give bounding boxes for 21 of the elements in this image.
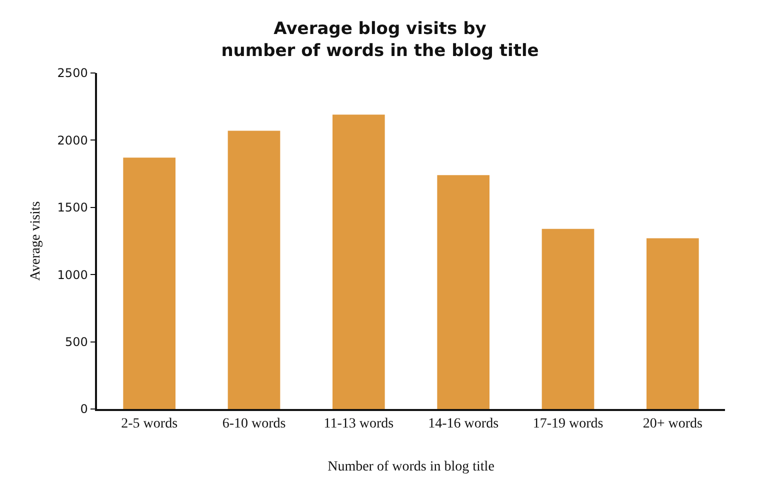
bar [228, 130, 280, 409]
y-tick-label: 1500 [57, 200, 88, 215]
bar [332, 114, 385, 409]
x-tick-label: 20+ words [642, 416, 702, 432]
bar [646, 238, 699, 409]
y-tick-label: 1000 [57, 268, 88, 282]
chart-title: Average blog visits by number of words in the blog title [221, 18, 539, 62]
x-tick-label: 11-13 words [324, 416, 394, 432]
x-tick-label: 6-10 words [222, 416, 286, 432]
y-axis-title: Average visits [28, 201, 44, 281]
y-tick-label: 2500 [57, 66, 88, 80]
y-tick-label: 500 [64, 335, 88, 349]
x-tick-label: 2-5 words [121, 416, 178, 432]
y-tick-label: 0 [80, 402, 88, 416]
bar [542, 228, 594, 409]
bar [437, 175, 490, 409]
y-tick-label: 2000 [57, 133, 88, 148]
x-tick-label: 14-16 words [428, 416, 499, 432]
x-tick-label: 17-19 words [532, 416, 604, 432]
x-axis-title: Number of words in blog title [328, 459, 494, 474]
bar [123, 158, 176, 409]
